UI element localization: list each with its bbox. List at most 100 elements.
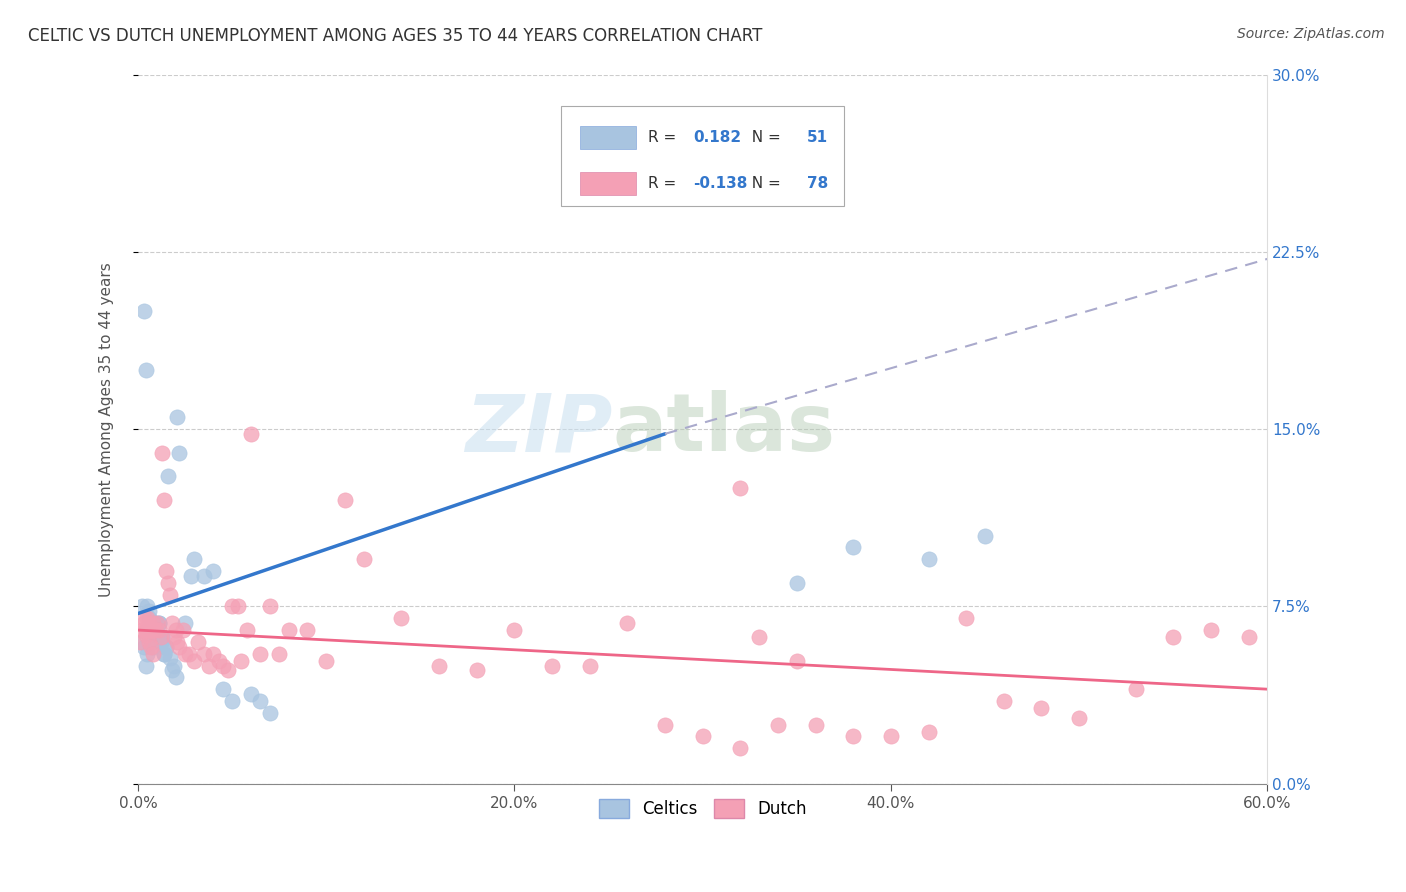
Point (333, 493, 356, 508)
Point (239, 687, 262, 701)
Point (146, 623, 169, 637)
Point (141, 623, 163, 637)
Point (157, 469, 180, 483)
Point (1161, 630, 1184, 644)
Point (138, 604, 160, 618)
Point (1237, 630, 1260, 644)
Point (259, 706, 281, 720)
Point (1125, 682, 1147, 697)
Point (391, 611, 413, 625)
Point (297, 623, 319, 637)
Point (221, 694, 243, 708)
Point (155, 564, 177, 578)
Point (541, 658, 564, 673)
Y-axis label: Unemployment Among Ages 35 to 44 years: Unemployment Among Ages 35 to 44 years (100, 261, 114, 597)
Point (141, 628, 163, 642)
Point (993, 694, 1015, 708)
Point (804, 717, 827, 731)
Text: R =: R = (648, 177, 682, 191)
Point (786, 654, 808, 668)
Point (183, 654, 205, 668)
Point (917, 724, 939, 739)
Point (654, 717, 676, 731)
Legend: Celtics, Dutch: Celtics, Dutch (592, 792, 814, 825)
Point (748, 630, 770, 644)
Point (236, 623, 259, 637)
Point (134, 623, 156, 637)
Point (180, 568, 202, 582)
Point (146, 628, 169, 642)
Point (165, 623, 187, 637)
Point (211, 658, 233, 673)
Point (155, 640, 177, 654)
Point (152, 446, 174, 460)
Point (166, 410, 188, 425)
Point (169, 446, 191, 460)
Text: ZIP: ZIP (465, 390, 612, 468)
Point (153, 647, 176, 661)
Point (1199, 623, 1222, 637)
Point (211, 682, 233, 697)
Point (152, 630, 174, 644)
Point (159, 651, 181, 665)
Point (153, 647, 176, 661)
Point (148, 623, 170, 637)
Point (160, 615, 183, 630)
Point (143, 615, 166, 630)
Point (134, 628, 156, 642)
Point (955, 611, 977, 625)
Point (198, 658, 221, 673)
Point (249, 647, 271, 661)
Point (208, 654, 231, 668)
Point (1031, 701, 1053, 715)
Point (217, 663, 239, 677)
Point (183, 552, 205, 566)
Point (974, 528, 997, 542)
Text: R =: R = (648, 130, 682, 145)
Point (259, 599, 281, 614)
Point (427, 658, 450, 673)
Point (202, 647, 225, 661)
Point (132, 611, 155, 625)
Point (142, 615, 165, 630)
Point (917, 552, 939, 566)
Point (134, 363, 156, 377)
Point (157, 575, 180, 590)
Text: 0.182: 0.182 (693, 130, 742, 145)
Point (141, 640, 163, 654)
Point (842, 730, 865, 744)
Point (166, 635, 188, 649)
Point (193, 568, 215, 582)
Point (174, 647, 197, 661)
Point (353, 552, 375, 566)
Point (766, 717, 789, 731)
Point (880, 730, 903, 744)
Point (159, 588, 181, 602)
Text: N =: N = (742, 130, 786, 145)
Point (730, 481, 752, 495)
Point (148, 615, 170, 630)
Point (136, 647, 159, 661)
Point (187, 635, 209, 649)
Point (132, 640, 155, 654)
Point (132, 615, 155, 630)
Text: CELTIC VS DUTCH UNEMPLOYMENT AMONG AGES 35 TO 44 YEARS CORRELATION CHART: CELTIC VS DUTCH UNEMPLOYMENT AMONG AGES … (28, 27, 762, 45)
Point (226, 599, 249, 614)
Point (239, 426, 262, 441)
Point (128, 635, 150, 649)
Point (692, 730, 714, 744)
Point (146, 615, 169, 630)
Point (142, 640, 165, 654)
Point (616, 615, 638, 630)
Point (578, 658, 600, 673)
Point (177, 647, 200, 661)
Point (231, 654, 253, 668)
Point (131, 623, 153, 637)
FancyBboxPatch shape (579, 172, 636, 195)
Point (160, 663, 183, 677)
Point (730, 741, 752, 756)
Point (136, 623, 159, 637)
Point (152, 630, 174, 644)
Point (221, 599, 243, 614)
Text: 51: 51 (807, 130, 828, 145)
